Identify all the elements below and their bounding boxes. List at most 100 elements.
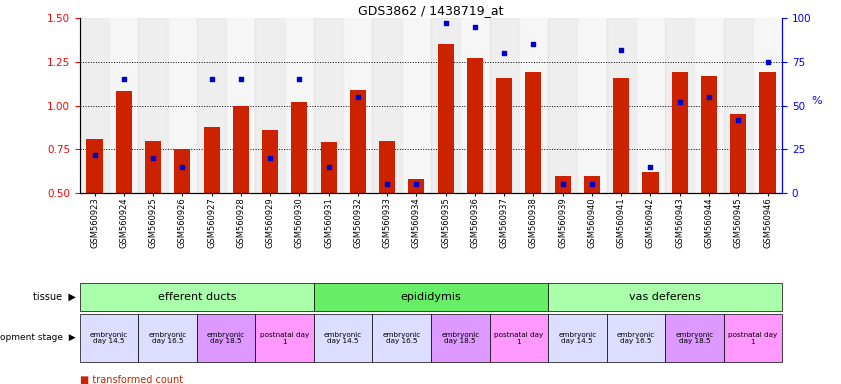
Text: postnatal day
1: postnatal day 1 xyxy=(495,331,543,344)
Text: embryonic
day 18.5: embryonic day 18.5 xyxy=(675,331,713,344)
Bar xyxy=(519,18,548,193)
Point xyxy=(322,164,336,170)
Bar xyxy=(613,78,629,193)
Bar xyxy=(431,18,460,193)
Bar xyxy=(320,142,336,193)
Point xyxy=(146,155,160,161)
Bar xyxy=(723,314,782,362)
Bar xyxy=(548,314,606,362)
Point xyxy=(117,76,130,82)
Bar xyxy=(467,58,483,193)
Point xyxy=(352,94,365,100)
Point xyxy=(732,116,745,122)
Bar xyxy=(606,18,636,193)
Bar xyxy=(116,91,132,193)
Bar xyxy=(350,90,366,193)
Bar xyxy=(577,18,606,193)
Point xyxy=(673,99,686,105)
Bar xyxy=(226,18,256,193)
Bar xyxy=(373,314,431,362)
Bar xyxy=(489,18,519,193)
Bar xyxy=(759,72,775,193)
Point xyxy=(702,94,716,100)
Point xyxy=(234,76,247,82)
Bar xyxy=(314,283,548,311)
Point xyxy=(87,151,101,157)
Point xyxy=(293,76,306,82)
Bar xyxy=(665,18,695,193)
Bar xyxy=(665,314,723,362)
Text: embryonic
day 18.5: embryonic day 18.5 xyxy=(207,331,246,344)
Text: tissue  ▶: tissue ▶ xyxy=(33,292,76,302)
Bar xyxy=(197,18,226,193)
Bar xyxy=(489,314,548,362)
Bar xyxy=(548,283,782,311)
Bar xyxy=(373,18,402,193)
Bar xyxy=(606,314,665,362)
Bar xyxy=(233,106,249,193)
Bar xyxy=(548,18,577,193)
Point xyxy=(643,164,657,170)
Text: embryonic
day 16.5: embryonic day 16.5 xyxy=(149,331,187,344)
Title: GDS3862 / 1438719_at: GDS3862 / 1438719_at xyxy=(358,4,504,17)
Bar xyxy=(139,314,197,362)
Text: embryonic
day 16.5: embryonic day 16.5 xyxy=(383,331,420,344)
Bar xyxy=(204,126,220,193)
Text: postnatal day
1: postnatal day 1 xyxy=(728,331,777,344)
Bar xyxy=(409,179,425,193)
Bar xyxy=(379,141,395,193)
Point xyxy=(439,20,452,26)
Point xyxy=(615,46,628,53)
Bar xyxy=(643,172,659,193)
Point xyxy=(410,181,423,187)
Bar xyxy=(402,18,431,193)
Point xyxy=(380,181,394,187)
Point xyxy=(497,50,510,56)
Bar xyxy=(672,72,688,193)
Bar xyxy=(753,18,782,193)
Bar xyxy=(496,78,512,193)
Bar xyxy=(109,18,139,193)
Text: ■ transformed count: ■ transformed count xyxy=(80,374,183,384)
Text: efferent ducts: efferent ducts xyxy=(157,292,236,302)
Bar xyxy=(636,18,665,193)
Bar xyxy=(285,18,314,193)
Text: embryonic
day 14.5: embryonic day 14.5 xyxy=(324,331,362,344)
Text: embryonic
day 14.5: embryonic day 14.5 xyxy=(90,331,129,344)
Bar xyxy=(87,139,103,193)
Bar xyxy=(584,175,600,193)
Text: embryonic
day 18.5: embryonic day 18.5 xyxy=(442,331,479,344)
Point xyxy=(205,76,219,82)
Bar xyxy=(730,114,746,193)
Point xyxy=(526,41,540,47)
Point xyxy=(263,155,277,161)
Bar xyxy=(197,314,256,362)
Bar xyxy=(167,18,197,193)
Bar xyxy=(145,141,161,193)
Bar xyxy=(262,130,278,193)
Text: development stage  ▶: development stage ▶ xyxy=(0,333,76,343)
Bar xyxy=(554,175,571,193)
Point xyxy=(176,164,189,170)
Bar xyxy=(314,314,373,362)
Bar xyxy=(437,44,453,193)
Bar xyxy=(314,18,343,193)
Text: epididymis: epididymis xyxy=(400,292,462,302)
Bar xyxy=(256,314,314,362)
Point xyxy=(556,181,569,187)
Bar xyxy=(291,102,308,193)
Bar xyxy=(256,18,285,193)
Text: postnatal day
1: postnatal day 1 xyxy=(260,331,309,344)
Bar xyxy=(723,18,753,193)
Bar xyxy=(343,18,373,193)
Bar xyxy=(80,18,109,193)
Bar xyxy=(526,72,542,193)
Bar xyxy=(80,283,314,311)
Text: embryonic
day 16.5: embryonic day 16.5 xyxy=(616,331,655,344)
Y-axis label: %: % xyxy=(812,96,822,106)
Text: vas deferens: vas deferens xyxy=(629,292,701,302)
Bar xyxy=(701,76,717,193)
Point xyxy=(585,181,599,187)
Point xyxy=(468,24,482,30)
Text: embryonic
day 14.5: embryonic day 14.5 xyxy=(558,331,596,344)
